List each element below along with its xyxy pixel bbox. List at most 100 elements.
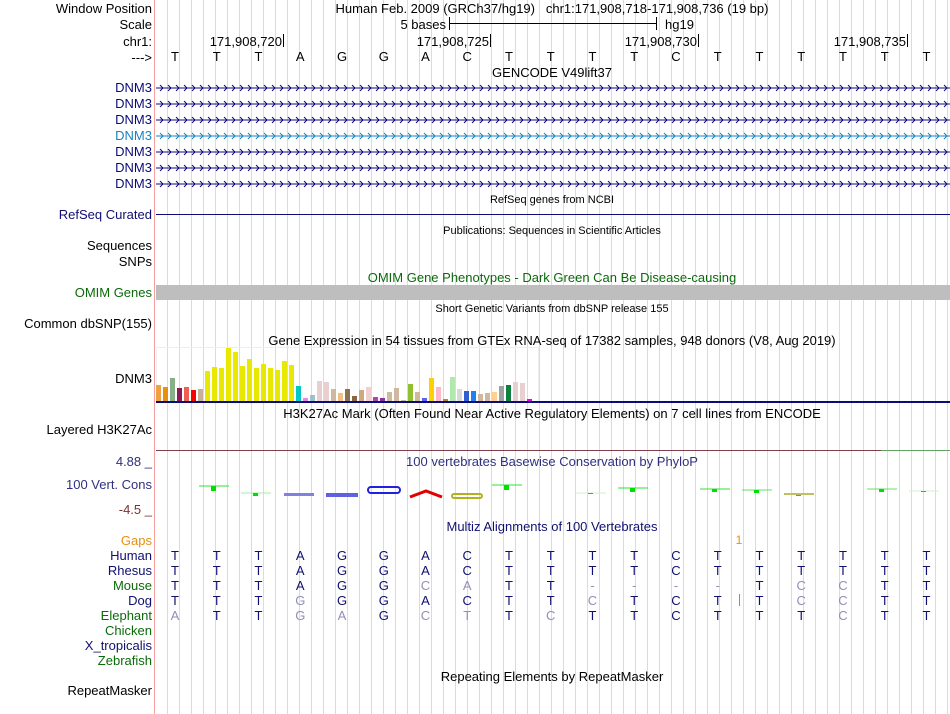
gtex-tissue-bar[interactable] <box>184 387 189 401</box>
gtex-tissue-bar[interactable] <box>163 387 168 401</box>
species-label-zebrafish[interactable]: Zebrafish <box>97 653 152 668</box>
gtex-tissue-bar[interactable] <box>324 382 329 401</box>
gtex-tissue-bar[interactable] <box>394 388 399 401</box>
gtex-tissue-bar[interactable] <box>198 389 203 401</box>
label-divider <box>154 0 155 714</box>
gtex-tissue-bar[interactable] <box>156 385 161 401</box>
gtex-bar-chart[interactable] <box>156 345 950 405</box>
gtex-tissue-bar[interactable] <box>436 387 441 401</box>
gtex-tissue-bar[interactable] <box>233 352 238 401</box>
label-refseq[interactable]: RefSeq Curated <box>58 207 152 222</box>
gtex-tissue-bar[interactable] <box>212 367 217 401</box>
gtex-tissue-bar[interactable] <box>254 368 259 401</box>
transcript-label[interactable]: DNM3 <box>115 80 152 95</box>
label-dbsnp[interactable]: Common dbSNP(155) <box>24 316 152 331</box>
gtex-tissue-bar[interactable] <box>478 394 483 401</box>
label-h3k27ac[interactable]: Layered H3K27Ac <box>46 422 152 437</box>
aligned-base: T <box>212 578 221 593</box>
label-sequences[interactable]: Sequences <box>86 238 152 253</box>
gtex-tissue-bar[interactable] <box>310 395 315 401</box>
gtex-tissue-bar[interactable] <box>506 385 511 401</box>
gtex-tissue-bar[interactable] <box>450 377 455 401</box>
gtex-tissue-bar[interactable] <box>422 398 427 401</box>
gtex-tissue-bar[interactable] <box>380 398 385 401</box>
ref-base: T <box>630 49 639 64</box>
gtex-tissue-bar[interactable] <box>205 371 210 401</box>
transcript-label[interactable]: DNM3 <box>115 112 152 127</box>
h3k27ac-title: H3K27Ac Mark (Often Found Near Active Re… <box>283 406 821 421</box>
gtex-tissue-bar[interactable] <box>415 392 420 401</box>
gtex-tissue-bar[interactable] <box>513 382 518 401</box>
species-label-x_tropicalis[interactable]: X_tropicalis <box>84 638 152 653</box>
gtex-tissue-bar[interactable] <box>219 368 224 401</box>
gtex-tissue-bar[interactable] <box>345 389 350 401</box>
gencode-transcripts[interactable] <box>156 80 950 192</box>
gtex-tissue-bar[interactable] <box>191 390 196 401</box>
gtex-tissue-bar[interactable] <box>499 386 504 401</box>
gtex-tissue-bar[interactable] <box>177 388 182 401</box>
aligned-base: T <box>922 563 931 578</box>
gtex-tissue-bar[interactable] <box>366 387 371 401</box>
transcript-line <box>156 116 950 124</box>
gtex-tissue-bar[interactable] <box>387 392 392 401</box>
gtex-tissue-bar[interactable] <box>408 384 413 401</box>
gtex-tissue-bar[interactable] <box>401 400 406 401</box>
aligned-base: T <box>212 548 221 563</box>
gtex-tissue-bar[interactable] <box>338 393 343 401</box>
species-label-rhesus[interactable]: Rhesus <box>107 563 152 578</box>
species-label-human[interactable]: Human <box>110 548 152 563</box>
gtex-tissue-bar[interactable] <box>261 364 266 401</box>
label-snps[interactable]: SNPs <box>118 254 152 269</box>
gtex-tissue-bar[interactable] <box>373 397 378 401</box>
gtex-tissue-bar[interactable] <box>527 399 532 401</box>
gtex-tissue-bar[interactable] <box>296 386 301 401</box>
aligned-base: T <box>505 563 513 578</box>
gtex-tissue-bar[interactable] <box>282 361 287 401</box>
ref-base: C <box>671 49 681 64</box>
gtex-tissue-bar[interactable] <box>429 378 434 401</box>
gtex-tissue-bar[interactable] <box>352 396 357 401</box>
omim-gene-bar[interactable] <box>156 285 950 300</box>
gtex-tissue-bar[interactable] <box>359 390 364 401</box>
label-omim[interactable]: OMIM Genes <box>74 285 152 300</box>
transcript-label[interactable]: DNM3 <box>115 144 152 159</box>
label-gtex-gene[interactable]: DNM3 <box>115 371 152 386</box>
aligned-base: T <box>880 578 889 593</box>
gtex-tissue-bar[interactable] <box>226 348 231 401</box>
gtex-tissue-bar[interactable] <box>317 381 322 401</box>
species-label-chicken[interactable]: Chicken <box>105 623 152 638</box>
gtex-tissue-bar[interactable] <box>471 391 476 401</box>
gtex-tissue-bar[interactable] <box>443 399 448 401</box>
transcript-label[interactable]: DNM3 <box>115 176 152 191</box>
aligned-base: C <box>671 548 681 563</box>
transcript-label[interactable]: DNM3 <box>115 96 152 111</box>
gtex-tissue-bar[interactable] <box>485 393 490 401</box>
repeatmasker-title: Repeating Elements by RepeatMasker <box>440 669 664 684</box>
aligned-base: T <box>880 548 889 563</box>
gtex-tissue-bar[interactable] <box>240 366 245 401</box>
species-label-elephant[interactable]: Elephant <box>100 608 152 623</box>
gtex-tissue-bar[interactable] <box>520 383 525 401</box>
transcript-label[interactable]: DNM3 <box>115 128 152 143</box>
gtex-tissue-bar[interactable] <box>331 389 336 401</box>
label-cons[interactable]: 100 Vert. Cons <box>66 477 152 492</box>
species-label-dog[interactable]: Dog <box>128 593 152 608</box>
gtex-tissue-bar[interactable] <box>464 391 469 401</box>
gtex-tissue-bar[interactable] <box>289 365 294 401</box>
species-label-mouse[interactable]: Mouse <box>112 578 152 593</box>
gtex-tissue-bar[interactable] <box>170 378 175 401</box>
label-strand[interactable]: ---> <box>131 50 152 65</box>
refseq-gene-line[interactable] <box>156 214 950 215</box>
transcript-label[interactable]: DNM3 <box>115 160 152 175</box>
label-repeatmasker[interactable]: RepeatMasker <box>67 683 152 698</box>
aligned-base: A <box>170 608 180 623</box>
aligned-base: C <box>671 608 681 623</box>
gtex-tissue-bar[interactable] <box>303 398 308 401</box>
aligned-base: T <box>546 548 555 563</box>
gtex-tissue-bar[interactable] <box>275 370 280 401</box>
gtex-tissue-bar[interactable] <box>492 392 497 401</box>
aligned-base: T <box>171 563 179 578</box>
gtex-tissue-bar[interactable] <box>457 389 462 401</box>
gtex-tissue-bar[interactable] <box>268 368 273 401</box>
gtex-tissue-bar[interactable] <box>247 359 252 401</box>
